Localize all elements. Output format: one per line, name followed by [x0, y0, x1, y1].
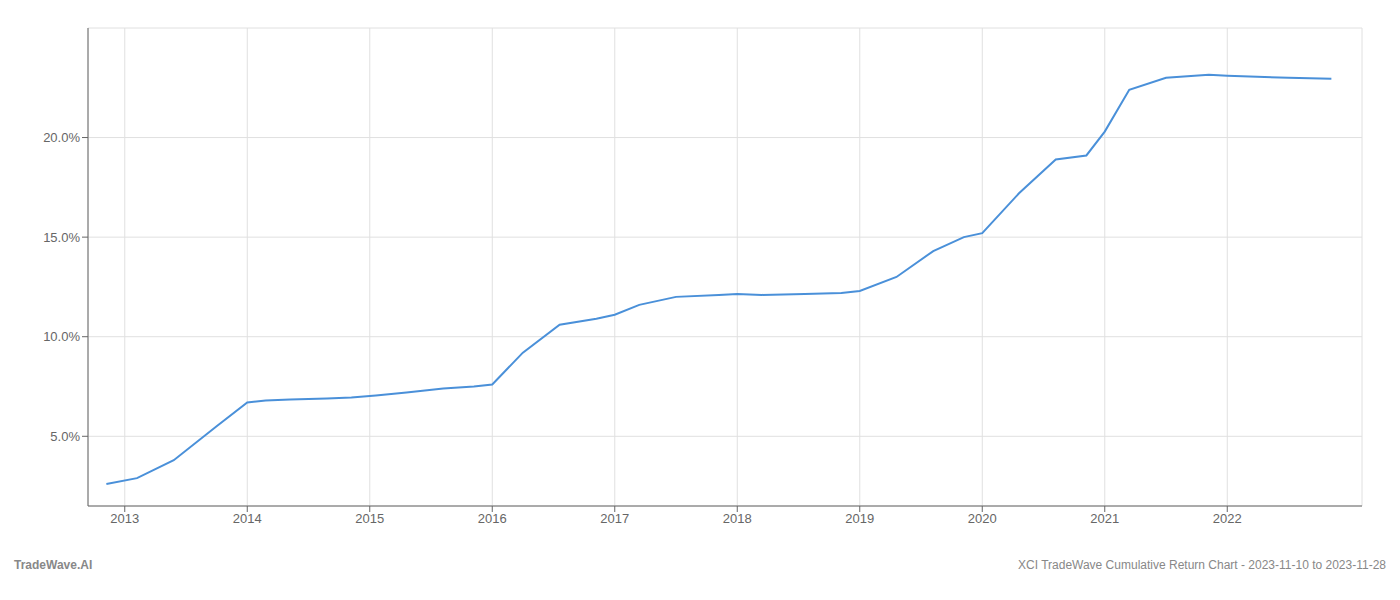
- svg-text:2018: 2018: [723, 511, 752, 526]
- html-text:XCI TradeWave Cumulative Retur: XCI TradeWave Cumulative Return Chart - …: [1018, 558, 1386, 572]
- html-text:TradeWave.AI: TradeWave.AI: [14, 558, 93, 572]
- svg-text:2017: 2017: [600, 511, 629, 526]
- svg-text:2015: 2015: [355, 511, 384, 526]
- svg-text:2016: 2016: [478, 511, 507, 526]
- svg-text:2022: 2022: [1213, 511, 1242, 526]
- svg-text:5.0%: 5.0%: [50, 429, 80, 444]
- svg-text:2021: 2021: [1090, 511, 1119, 526]
- svg-text:15.0%: 15.0%: [43, 230, 80, 245]
- svg-text:2013: 2013: [110, 511, 139, 526]
- svg-text:2020: 2020: [968, 511, 997, 526]
- svg-text:2014: 2014: [233, 511, 262, 526]
- svg-text:10.0%: 10.0%: [43, 329, 80, 344]
- svg-text:2019: 2019: [845, 511, 874, 526]
- svg-text:20.0%: 20.0%: [43, 130, 80, 145]
